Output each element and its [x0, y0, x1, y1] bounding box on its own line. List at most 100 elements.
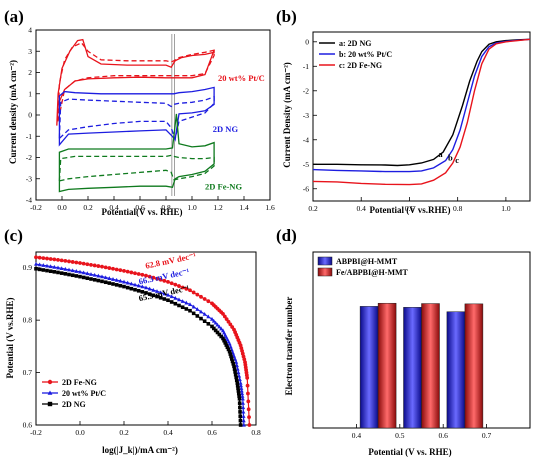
data-point: [37, 262, 42, 267]
x-tick-label: 0.6: [405, 204, 415, 213]
data-point: [140, 290, 145, 294]
data-point: [217, 332, 222, 337]
x-tick-label: 0.8: [161, 203, 171, 212]
x-tick-label: 0.4: [357, 204, 367, 213]
data-point: [155, 289, 159, 293]
data-point: [234, 375, 238, 380]
data-point: [239, 386, 244, 390]
data-point: [184, 307, 189, 311]
panel-a-x-axis-title: Potential(V vs. RHE): [101, 207, 182, 217]
legend-entry: c: 2D Fe-NG: [339, 61, 382, 70]
data-point: [56, 270, 60, 275]
data-point: [169, 300, 174, 304]
x-tick-label: 0.2: [308, 204, 318, 213]
bar-blue: [359, 306, 379, 429]
data-point: [231, 362, 236, 366]
data-point: [114, 267, 119, 272]
data-point: [103, 280, 108, 285]
data-point: [41, 268, 46, 272]
x-tick-label: 0.8: [453, 204, 463, 213]
bar-red: [464, 303, 484, 429]
data-point: [136, 288, 141, 293]
data-point: [238, 405, 242, 410]
y-tick-label: 2: [28, 68, 32, 77]
data-point: [37, 255, 42, 260]
data-point: [74, 260, 79, 265]
data-point: [74, 274, 79, 278]
cv-curve-red-solid: [56, 38, 215, 126]
data-point: [195, 292, 200, 297]
data-point: [241, 409, 246, 414]
data-point: [184, 286, 189, 291]
data-point: [56, 265, 60, 270]
y-tick-label: -1: [26, 132, 32, 141]
y-tick-label: 0: [28, 111, 32, 120]
data-point: [228, 352, 233, 356]
data-point: [191, 290, 196, 295]
data-point: [118, 268, 123, 273]
x-tick-label: 1.4: [239, 203, 249, 212]
data-point: [78, 261, 82, 265]
data-point: [133, 271, 137, 276]
curve-annotation: 20 wt% Pt/C: [218, 73, 265, 83]
plot-frame: [35, 251, 257, 426]
data-point: [92, 272, 97, 277]
data-point: [103, 265, 108, 270]
data-point: [236, 389, 241, 393]
panel-d-x-axis-title: Potential (V vs. RHE): [368, 447, 451, 457]
x-tick-label: 0.4: [109, 203, 119, 212]
data-point: [34, 261, 38, 266]
tafel-slope-label: 62.8 mV dec⁻¹: [144, 250, 197, 271]
data-point: [125, 280, 130, 285]
data-point: [188, 288, 192, 293]
data-point: [234, 363, 239, 368]
data-point: [92, 277, 97, 282]
data-point: [228, 344, 233, 349]
data-point: [136, 272, 141, 276]
x-tick-label: 0.0: [75, 428, 85, 437]
y-tick-label: 4: [28, 26, 32, 35]
data-point: [96, 273, 101, 278]
panel-d-label: (d): [276, 226, 297, 245]
y-tick-label: -5: [303, 160, 309, 169]
x-tick-label: 1.0: [187, 203, 197, 212]
data-point: [59, 258, 64, 263]
data-point: [96, 278, 101, 283]
data-point: [67, 259, 71, 264]
data-point: [114, 283, 119, 287]
data-point: [234, 378, 239, 383]
data-point: [129, 270, 134, 275]
data-point: [140, 284, 145, 289]
x-tick-label: 0.4: [352, 431, 362, 440]
data-point: [78, 274, 82, 279]
y-tick-label: -3: [26, 174, 32, 183]
x-tick-label: 0.6: [135, 203, 145, 212]
legend-entry: ABPBI@H-MMT: [336, 257, 398, 266]
cv-curve-green-dashed: [58, 154, 215, 182]
data-point: [107, 281, 112, 285]
data-point: [237, 373, 242, 378]
lsv-curve-0: [313, 38, 531, 167]
data-point: [246, 391, 250, 396]
x-tick-label: 1.6: [265, 203, 275, 212]
y-tick-label: -6: [303, 184, 309, 193]
data-point: [211, 318, 216, 323]
panel-c-y-axis-title: Potential (V vs.RHE): [5, 297, 15, 378]
data-point: [237, 401, 242, 405]
panel-c-x-axis-title: log(|J_k|)/mA cm⁻²): [102, 445, 178, 455]
data-point: [238, 380, 243, 385]
data-point: [246, 407, 251, 412]
bar-red: [421, 303, 440, 429]
data-point: [103, 275, 108, 280]
data-point: [162, 278, 167, 283]
panel-c-tafel-chart: (c) Potential (V vs.RHE) log(|J_k|)/mA c…: [4, 226, 261, 455]
legend-entry: 2D Fe-NG: [62, 378, 97, 387]
x-tick-label: 0.8: [251, 428, 261, 437]
cv-curve-blue-dashed: [58, 95, 215, 142]
legend-entry: 20 wt% Pt/C: [62, 389, 106, 398]
data-point: [234, 359, 239, 364]
data-point: [144, 273, 148, 278]
x-tick-label: 0.5: [395, 431, 405, 440]
plot-frame: [312, 31, 531, 202]
data-point: [206, 322, 211, 326]
